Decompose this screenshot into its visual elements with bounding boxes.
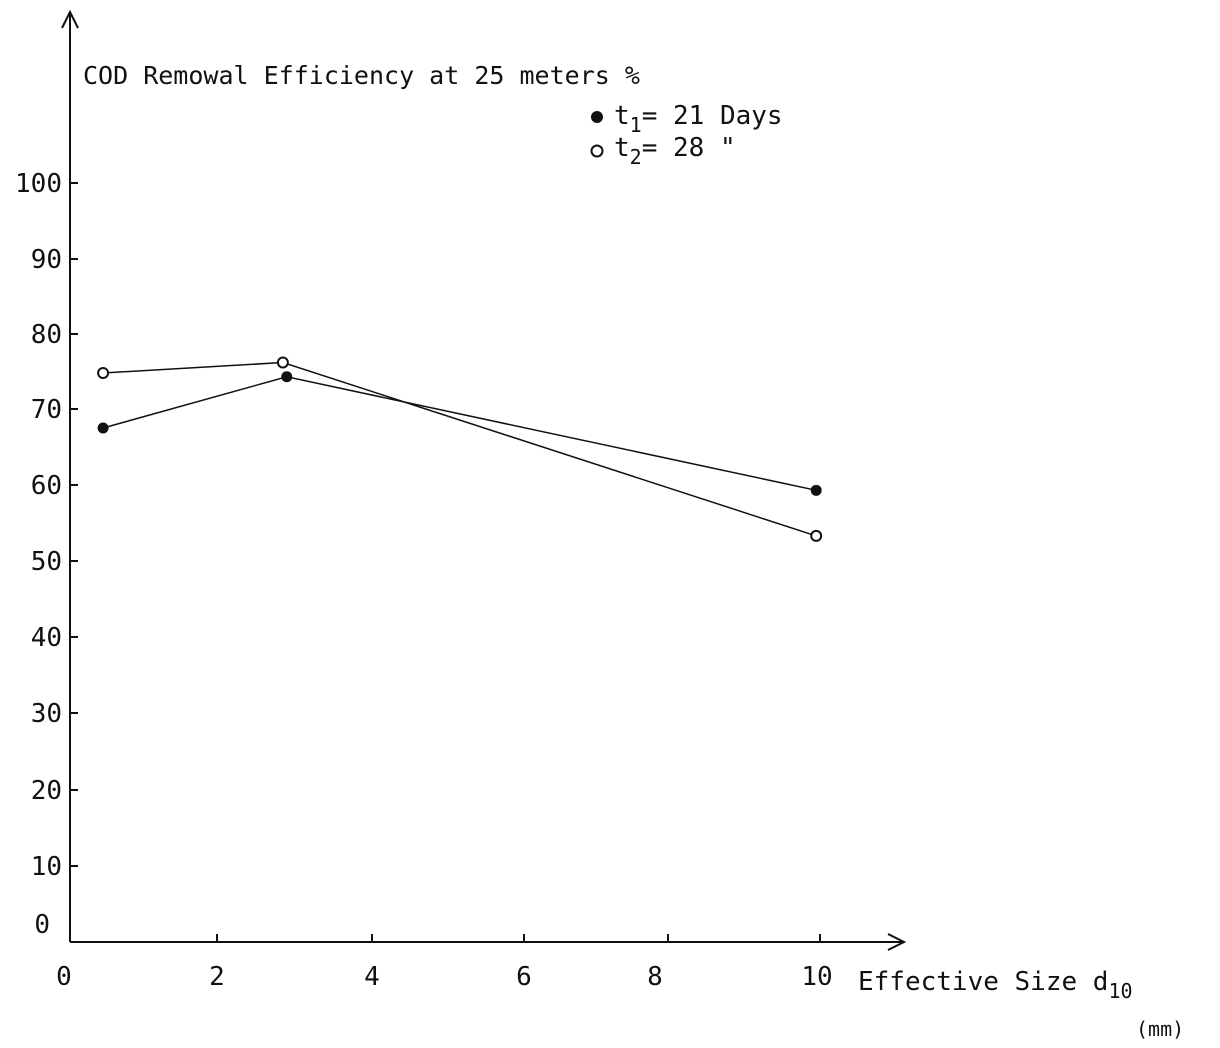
x-axis-arrowhead xyxy=(887,933,907,951)
data-point-t1 xyxy=(281,371,293,383)
y-tick-label: 40 xyxy=(31,623,62,653)
legend: t1= 21 Days t2= 28 " xyxy=(590,101,783,169)
chart-title: COD Remowal Efficiency at 25 meters % xyxy=(83,61,640,90)
x-tick-label: 2 xyxy=(209,962,225,992)
legend-t2-pre: t xyxy=(614,133,630,163)
x-tick-label: 8 xyxy=(647,962,663,992)
y-tick-label: 20 xyxy=(31,776,62,806)
x-tick-label: 4 xyxy=(364,962,380,992)
y-tick-label: 100 xyxy=(15,169,62,199)
y-tick-label: 90 xyxy=(31,245,62,275)
y-tick-label: 70 xyxy=(31,395,62,425)
legend-t1-pre: t xyxy=(614,101,630,131)
x-tick-label: 10 xyxy=(801,962,832,992)
x-tick-label: 0 xyxy=(56,962,72,992)
svg-text:t2= 28 ": t2= 28 " xyxy=(614,133,736,169)
series-line-1 xyxy=(102,375,817,492)
legend-marker-open xyxy=(590,144,604,158)
y-tick-label: 10 xyxy=(31,852,62,882)
x-tick-label: 6 xyxy=(516,962,532,992)
legend-item-t2: t2= 28 " xyxy=(590,133,736,169)
legend-t1-sub: 1 xyxy=(630,113,642,137)
axes xyxy=(61,9,907,951)
y-tick-label: 50 xyxy=(31,547,62,577)
data-point-t1 xyxy=(97,422,109,434)
legend-t2-post: = 28 " xyxy=(642,133,736,163)
y-axis-arrowhead xyxy=(61,9,79,29)
data-point-t2 xyxy=(276,356,289,369)
series-line-2 xyxy=(103,361,817,537)
legend-marker-filled xyxy=(591,111,603,123)
svg-text:t1= 21 Days: t1= 21 Days xyxy=(614,101,783,137)
y-axis-ticks: 0 10 20 30 40 50 60 70 80 90 100 xyxy=(15,169,78,940)
x-axis-ticks: 0 2 4 6 8 10 xyxy=(56,934,833,992)
x-axis-unit: (mm) xyxy=(1136,1017,1184,1041)
legend-t2-sub: 2 xyxy=(630,145,642,169)
x-axis-label-subscript: 10 xyxy=(1108,979,1132,1003)
data-point-t1 xyxy=(810,484,822,496)
x-axis-label-main: Effective Size d xyxy=(858,967,1108,997)
legend-t1-post: = 21 Days xyxy=(642,101,783,131)
series-layer xyxy=(97,356,823,542)
legend-item-t1: t1= 21 Days xyxy=(591,101,783,137)
data-point-t2 xyxy=(97,367,110,379)
y-tick-label: 60 xyxy=(31,471,62,501)
data-point-t2 xyxy=(810,529,823,542)
y-tick-label: 30 xyxy=(31,699,62,729)
y-tick-label: 0 xyxy=(34,910,50,940)
x-axis-label: Effective Size d10 xyxy=(858,967,1133,1003)
y-tick-label: 80 xyxy=(31,320,62,350)
